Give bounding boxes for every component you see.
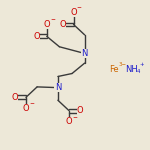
Text: O: O (12, 93, 18, 102)
Text: O: O (70, 8, 77, 17)
Text: −: − (77, 5, 82, 10)
Text: −: − (29, 100, 34, 105)
Text: +: + (140, 62, 144, 67)
Text: −: − (50, 16, 55, 21)
Text: O: O (77, 106, 84, 115)
Text: O: O (23, 104, 29, 113)
Text: N: N (81, 49, 88, 58)
Text: O: O (66, 117, 72, 126)
Text: N: N (55, 83, 61, 92)
Text: 3−: 3− (118, 62, 126, 67)
Text: O: O (59, 20, 66, 29)
Text: Fe: Fe (109, 65, 118, 74)
Text: NH: NH (125, 65, 138, 74)
Text: O: O (44, 20, 50, 29)
Text: −: − (72, 114, 77, 119)
Text: O: O (33, 32, 40, 41)
Text: 4: 4 (137, 69, 140, 74)
